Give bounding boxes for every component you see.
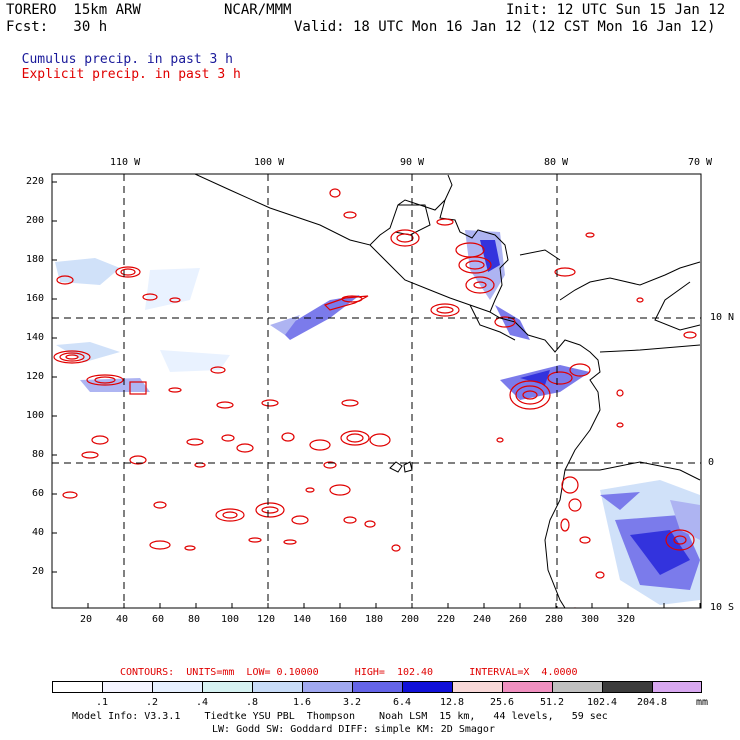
valid-time: Valid: 18 UTC Mon 16 Jan 12 (12 CST Mon … <box>294 19 716 35</box>
x-tick: 80 <box>188 614 201 625</box>
colorbar-label: .8 <box>245 697 259 708</box>
graticule <box>52 174 701 608</box>
lon-label-110w: 110 W <box>110 157 141 168</box>
y-tick: 180 <box>26 254 45 265</box>
model-info-line1: Model Info: V3.3.1 Tiedtke YSU PBL Thomp… <box>72 711 608 722</box>
y-tick: 100 <box>26 410 45 421</box>
colorbar-swatch <box>52 681 103 693</box>
colorbar-swatch <box>402 681 453 693</box>
colorbar-swatch <box>502 681 553 693</box>
cumulus-precip-shading <box>55 230 700 605</box>
x-tick: 200 <box>401 614 420 625</box>
colorbar-swatch <box>102 681 153 693</box>
tick-marks <box>52 181 701 608</box>
contour-info: CONTOURS: UNITS=mm LOW= 0.10000 HIGH= 10… <box>120 667 578 678</box>
y-tick: 60 <box>32 488 45 499</box>
colorbar-swatch <box>452 681 503 693</box>
lat-label-10n: 10 N <box>710 312 735 323</box>
x-tick: 20 <box>80 614 93 625</box>
model-title: TORERO 15km ARW <box>6 2 141 18</box>
y-tick: 40 <box>32 527 45 538</box>
y-tick: 160 <box>26 293 45 304</box>
explicit-precip-contours <box>53 188 697 608</box>
lon-label-90w: 90 W <box>400 157 425 168</box>
colorbar-label: 3.2 <box>342 697 362 708</box>
colorbar-label: 6.4 <box>392 697 412 708</box>
y-tick: 140 <box>26 332 45 343</box>
colorbar-label: .1 <box>95 697 109 708</box>
x-tick: 160 <box>329 614 348 625</box>
colorbar-swatch <box>552 681 603 693</box>
colorbar-swatch <box>652 681 702 693</box>
lon-label-80w: 80 W <box>544 157 569 168</box>
x-tick: 140 <box>293 614 312 625</box>
y-tick: 20 <box>32 566 45 577</box>
x-tick: 120 <box>257 614 276 625</box>
init-time: Init: 12 UTC Sun 15 Jan 12 <box>506 2 726 18</box>
org-label: NCAR/MMM <box>224 2 292 18</box>
y-tick: 220 <box>26 176 45 187</box>
x-tick: 180 <box>365 614 384 625</box>
colorbar-label: 1.6 <box>292 697 312 708</box>
x-tick: 100 <box>221 614 240 625</box>
map-fields <box>53 174 701 608</box>
legend-explicit: Explicit precip. in past 3 h <box>6 51 241 83</box>
colorbar-label: 51.2 <box>539 697 565 708</box>
x-tick: 300 <box>581 614 600 625</box>
colorbar-label: 12.8 <box>439 697 465 708</box>
colorbar-label: 25.6 <box>489 697 515 708</box>
y-tick: 200 <box>26 215 45 226</box>
x-tick: 260 <box>509 614 528 625</box>
y-tick: 120 <box>26 371 45 382</box>
lat-label-0: 0 <box>708 457 715 468</box>
colorbar-swatch <box>252 681 303 693</box>
colorbar-unit: mm <box>696 697 709 708</box>
x-tick: 280 <box>545 614 564 625</box>
x-tick: 60 <box>152 614 165 625</box>
colorbar-label: 102.4 <box>586 697 618 708</box>
model-info-line2: LW: Godd SW: Goddard DIFF: simple KM: 2D… <box>212 724 495 735</box>
x-tick: 40 <box>116 614 129 625</box>
y-tick: 80 <box>32 449 45 460</box>
x-tick: 240 <box>473 614 492 625</box>
legend-explicit-text: Explicit precip. in past 3 h <box>21 67 241 82</box>
colorbar-swatch <box>152 681 203 693</box>
colorbar-swatch <box>352 681 403 693</box>
forecast-hour: Fcst: 30 h <box>6 19 108 35</box>
legend-cumulus-text: Cumulus precip. in past 3 h <box>21 52 233 67</box>
lat-label-10s: 10 S <box>710 602 735 613</box>
x-tick: 220 <box>437 614 456 625</box>
lon-label-70w: 70 W <box>688 157 713 168</box>
colorbar-label: .2 <box>145 697 159 708</box>
colorbar-label: .4 <box>195 697 209 708</box>
x-tick: 320 <box>617 614 636 625</box>
lon-label-100w: 100 W <box>254 157 285 168</box>
colorbar-swatch <box>202 681 253 693</box>
colorbar-label: 204.8 <box>636 697 668 708</box>
colorbar-swatch <box>302 681 353 693</box>
legend-cumulus: Cumulus precip. in past 3 h <box>6 36 233 68</box>
colorbar-swatch <box>602 681 653 693</box>
